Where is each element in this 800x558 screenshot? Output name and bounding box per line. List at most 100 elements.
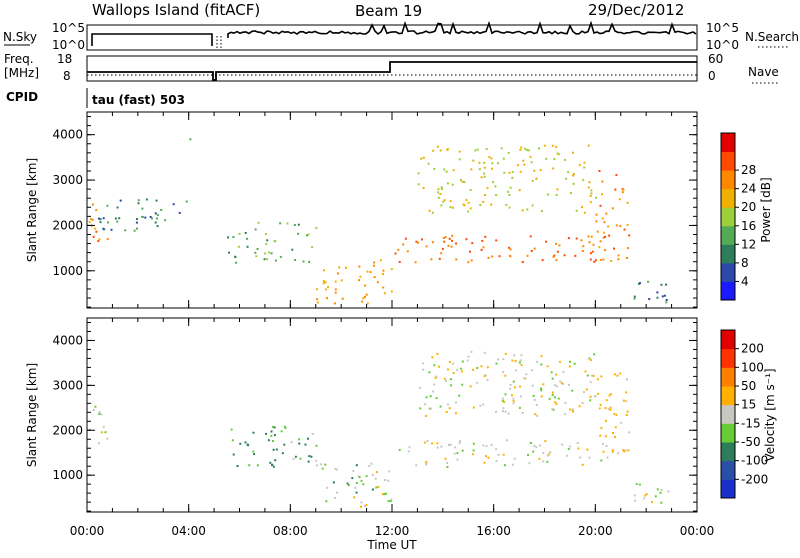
freq-tick-top: 18: [57, 52, 72, 66]
heatmap-cell: [390, 498, 393, 501]
heatmap-cell: [508, 194, 511, 196]
heatmap-cell: [423, 441, 426, 444]
heatmap-cell: [371, 488, 374, 491]
heatmap-cell: [545, 240, 548, 243]
heatmap-cell: [334, 291, 337, 294]
heatmap-cell: [618, 198, 621, 201]
heatmap-cell: [474, 149, 477, 152]
heatmap-cell: [271, 464, 273, 466]
heatmap-cell: [154, 221, 157, 224]
heatmap-cell: [588, 241, 591, 244]
heatmap-cell: [542, 460, 545, 463]
colorbar-tick-label: 15: [741, 398, 756, 412]
heatmap-cell: [561, 443, 564, 446]
heatmap-cell: [479, 404, 482, 407]
heatmap-cell: [306, 234, 308, 237]
velocity-y-axis: 1000 2000 3000 4000: [52, 321, 697, 512]
heatmap-cell: [508, 171, 511, 174]
power-colorbar-label: Power [dB]: [759, 177, 773, 242]
heatmap-cell: [509, 384, 512, 386]
heatmap-cell: [232, 453, 235, 456]
heatmap-cell: [587, 144, 590, 147]
heatmap-cell: [605, 212, 608, 215]
freq-label-2: [MHz]: [4, 66, 39, 80]
heatmap-cell: [283, 443, 286, 446]
y-tick-label: 2000: [52, 423, 83, 437]
heatmap-cell: [308, 455, 311, 458]
heatmap-cell: [466, 359, 469, 362]
heatmap-cell: [588, 456, 591, 459]
heatmap-cell: [155, 199, 158, 202]
heatmap-cell: [530, 250, 533, 252]
heatmap-cell: [601, 193, 603, 196]
heatmap-cell: [338, 266, 341, 269]
heatmap-cell: [536, 360, 539, 363]
heatmap-cell: [437, 188, 440, 191]
heatmap-cell: [590, 189, 593, 192]
heatmap-cell: [559, 380, 562, 383]
heatmap-cell: [590, 192, 593, 195]
heatmap-cell: [382, 286, 385, 289]
colorbar-segment: [721, 423, 735, 443]
heatmap-cell: [527, 149, 530, 152]
heatmap-cell: [582, 178, 585, 181]
heatmap-cell: [517, 164, 519, 167]
heatmap-cell: [263, 258, 266, 261]
power-ylabel: Slant Range [km]: [25, 158, 39, 262]
heatmap-cell: [390, 268, 393, 271]
heatmap-cell: [370, 462, 373, 465]
heatmap-cell: [280, 430, 283, 433]
heatmap-cell: [485, 445, 488, 448]
heatmap-cell: [484, 194, 486, 196]
heatmap-cell: [293, 224, 296, 226]
heatmap-cell: [230, 428, 233, 431]
heatmap-cell: [137, 202, 140, 205]
heatmap-cell: [463, 180, 466, 183]
heatmap-cell: [307, 460, 310, 463]
heatmap-cell: [440, 188, 443, 190]
heatmap-cell: [452, 372, 455, 374]
heatmap-cell: [376, 281, 379, 284]
heatmap-cell: [355, 464, 358, 467]
heatmap-cell: [290, 441, 293, 444]
heatmap-cell: [390, 290, 393, 293]
heatmap-cell: [580, 239, 583, 242]
heatmap-cell: [495, 194, 498, 196]
heatmap-cell: [334, 467, 337, 470]
heatmap-cell: [485, 148, 488, 150]
heatmap-cell: [616, 374, 619, 377]
heatmap-cell: [555, 242, 558, 245]
heatmap-cell: [585, 388, 588, 391]
heatmap-cell: [647, 280, 650, 283]
heatmap-cell: [554, 396, 556, 399]
heatmap-cell: [415, 240, 418, 243]
heatmap-cell: [656, 488, 659, 491]
heatmap-cell: [358, 279, 360, 282]
heatmap-cell: [512, 397, 515, 400]
heatmap-cell: [638, 483, 641, 486]
heatmap-cell: [133, 229, 136, 232]
heatmap-cell: [588, 181, 591, 184]
x-tick-label: 00:00: [680, 524, 715, 538]
heatmap-cell: [235, 261, 238, 264]
heatmap-cell: [625, 391, 628, 394]
heatmap-cell: [615, 413, 618, 416]
heatmap-cell: [538, 457, 541, 460]
heatmap-cell: [553, 158, 556, 161]
heatmap-cell: [611, 207, 614, 210]
heatmap-cell: [509, 248, 512, 251]
heatmap-cell: [491, 167, 493, 170]
colorbar-segment: [721, 281, 735, 301]
heatmap-cell: [275, 448, 278, 451]
heatmap-cell: [281, 452, 284, 455]
heatmap-cell: [345, 266, 347, 269]
heatmap-cell: [622, 399, 625, 402]
heatmap-cell: [450, 245, 453, 248]
heatmap-cell: [437, 196, 440, 199]
colorbar-tick-label: 24: [741, 182, 756, 196]
heatmap-cell: [644, 494, 647, 497]
heatmap-cell: [315, 464, 318, 467]
heatmap-cell: [449, 378, 452, 381]
heatmap-cell: [358, 476, 361, 479]
heatmap-cell: [307, 437, 309, 440]
